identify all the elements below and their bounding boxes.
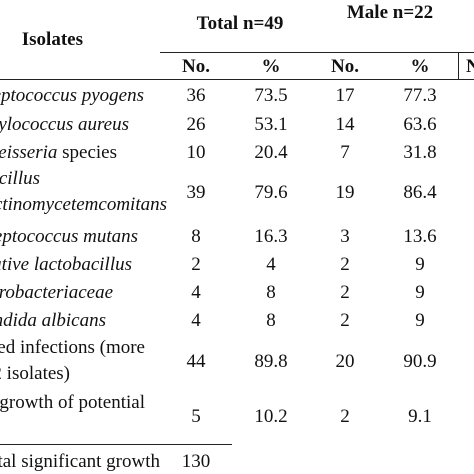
isolate-genus: Neisseria [0, 142, 58, 163]
total-pct-cell: 4 [266, 254, 276, 275]
total-no-cell: 10 [186, 142, 206, 163]
male-no-cell: 7 [340, 142, 350, 163]
total-no-cell: 36 [186, 85, 206, 106]
total-no-cell: 44 [186, 351, 206, 372]
isolate-name: Streptococcus pyogens [0, 85, 144, 106]
isolates-header: Isolates [21, 29, 83, 50]
male-pct-cell: 31.8 [403, 142, 437, 163]
male-pct-cell: 9 [415, 254, 425, 275]
total-no-cell: 8 [191, 226, 201, 247]
male-pct-cell: 90.9 [403, 351, 437, 372]
isolate-name: Candida albicans [0, 310, 106, 331]
total-pct-cell: 16.3 [254, 226, 288, 247]
isolate-name: Facultative lactobacillus [0, 254, 132, 275]
isolate-suffix: species [57, 142, 117, 163]
male-group-header: Male n=22 [346, 2, 434, 23]
total-group-header: Total n=49 [196, 13, 284, 34]
male-pct-cell: 9.1 [408, 406, 432, 427]
male-pct-cell: 77.3 [403, 85, 437, 106]
male-pct-cell: 13.6 [403, 226, 437, 247]
male-no-cell: 19 [335, 182, 355, 203]
isolate-name-line2: actinomycetemcomitans [0, 194, 167, 215]
total-pct-header: % [261, 56, 281, 77]
column-separator [458, 52, 459, 79]
total-growth-value: 130 [181, 451, 211, 472]
total-row-rule [0, 444, 232, 445]
male-pct-cell: 9 [415, 282, 425, 303]
total-pct-cell: 8 [266, 310, 276, 331]
male-no-cell: 3 [340, 226, 350, 247]
total-no-cell: 39 [186, 182, 206, 203]
total-no-cell: 4 [191, 310, 201, 331]
isolate-name: Neisseria species [0, 142, 117, 164]
male-no-cell: 2 [340, 310, 350, 331]
total-pct-cell: 73.5 [254, 85, 288, 106]
male-no-cell: 2 [340, 254, 350, 275]
isolate-name-line1: Mixed infections (more [0, 337, 145, 358]
male-pct-header: % [410, 56, 430, 77]
isolate-name: Staphylococcus aureus [0, 114, 129, 135]
male-no-cell: 17 [335, 85, 355, 106]
total-pct-cell: 79.6 [254, 182, 288, 203]
total-no-cell: 26 [186, 114, 206, 135]
male-pct-cell: 63.6 [403, 114, 437, 135]
isolate-name: Streptococcus mutans [0, 226, 138, 247]
isolate-name: Enterobacteriaceae [0, 282, 113, 303]
truncated-column-header: N [466, 56, 474, 77]
total-pct-cell: 89.8 [254, 351, 288, 372]
male-no-cell: 2 [340, 406, 350, 427]
subheader-rule [0, 79, 474, 80]
total-no-cell: 5 [191, 406, 201, 427]
total-no-cell: 2 [191, 254, 201, 275]
male-no-cell: 20 [335, 351, 355, 372]
male-no-cell: 14 [335, 114, 355, 135]
total-no-cell: 4 [191, 282, 201, 303]
male-pct-cell: 9 [415, 310, 425, 331]
isolate-name-line1: Aggregatibacillus [0, 168, 40, 189]
isolate-name-line2: than 2 isolates) [0, 363, 70, 384]
total-pct-cell: 10.2 [254, 406, 288, 427]
total-pct-cell: 53.1 [254, 114, 288, 135]
male-pct-cell: 86.4 [403, 182, 437, 203]
isolate-name-line1: No growth of potential [0, 392, 145, 413]
group-header-rule [160, 52, 474, 53]
total-pct-cell: 20.4 [254, 142, 288, 163]
male-no-header: No. [331, 56, 359, 77]
total-no-header: No. [182, 56, 210, 77]
male-no-cell: 2 [340, 282, 350, 303]
total-growth-label: Total significant growth [0, 451, 160, 472]
total-pct-cell: 8 [266, 282, 276, 303]
